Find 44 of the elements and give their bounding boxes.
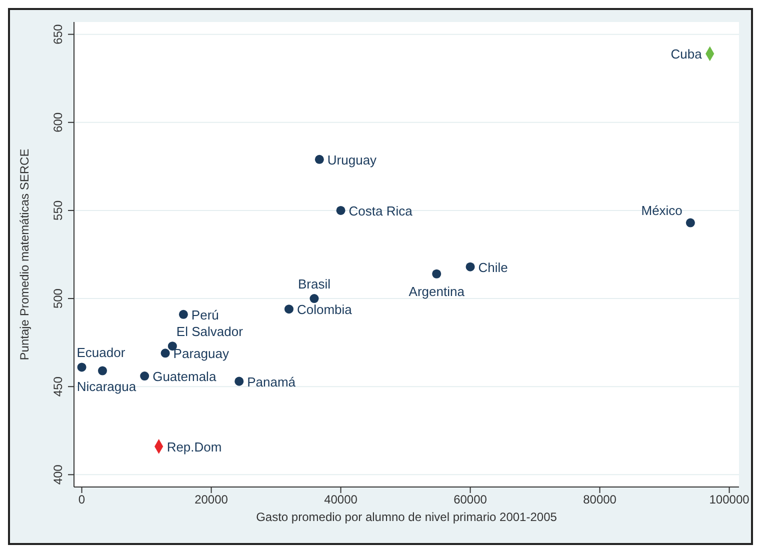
annotation: Rep.Dom [166, 439, 222, 454]
annotation: Argentina [408, 284, 466, 299]
y-axis-title: Puntaje Promedio matemáticas SERCE [17, 148, 32, 360]
annotation: Panamá [247, 374, 296, 390]
point [336, 206, 346, 215]
y-tick-label: 500 [51, 288, 65, 309]
y-tick-label: 400 [51, 464, 65, 485]
annotation: Perú [191, 307, 219, 322]
point [310, 294, 319, 304]
point [160, 348, 170, 358]
x-axis-title: Gasto promedio por alumno de nivel primario 2001-2005 [256, 510, 558, 524]
annotation: El Salvador [176, 324, 244, 340]
y-tick-label: 450 [51, 376, 65, 397]
annotation: Uruguay [327, 152, 378, 168]
x-tick-label: 60000 [454, 492, 488, 507]
y-tick-label: 650 [51, 24, 65, 44]
annotation: Colombia [296, 302, 353, 318]
x-tick-label: 80000 [583, 492, 617, 507]
x-tick-label: 0 [78, 492, 86, 507]
x-tick-label: 20000 [194, 492, 228, 507]
annotation: Ecuador [76, 345, 126, 360]
annotation: Cuba [670, 46, 703, 62]
point [314, 154, 324, 164]
y-tick-label: 600 [51, 112, 65, 132]
point [98, 366, 108, 376]
point [140, 372, 150, 381]
point [234, 376, 244, 386]
annotation: México [641, 202, 682, 218]
point [432, 269, 442, 278]
x-tick-label: 100000 [709, 492, 750, 507]
point [686, 218, 695, 228]
point [77, 362, 86, 372]
annotation: Chile [478, 260, 508, 275]
annotation: Brasil [298, 276, 331, 292]
annotation: Costa Rica [348, 203, 414, 218]
y-tick-label: 550 [51, 200, 65, 220]
point [284, 304, 294, 314]
point [178, 310, 188, 319]
point [466, 262, 475, 272]
annotation: Nicaragua [76, 378, 137, 394]
x-tick-label: 40000 [324, 492, 358, 507]
point [168, 342, 177, 351]
annotation: Guatemala [152, 369, 217, 384]
annotation: Paraguay [173, 346, 230, 362]
